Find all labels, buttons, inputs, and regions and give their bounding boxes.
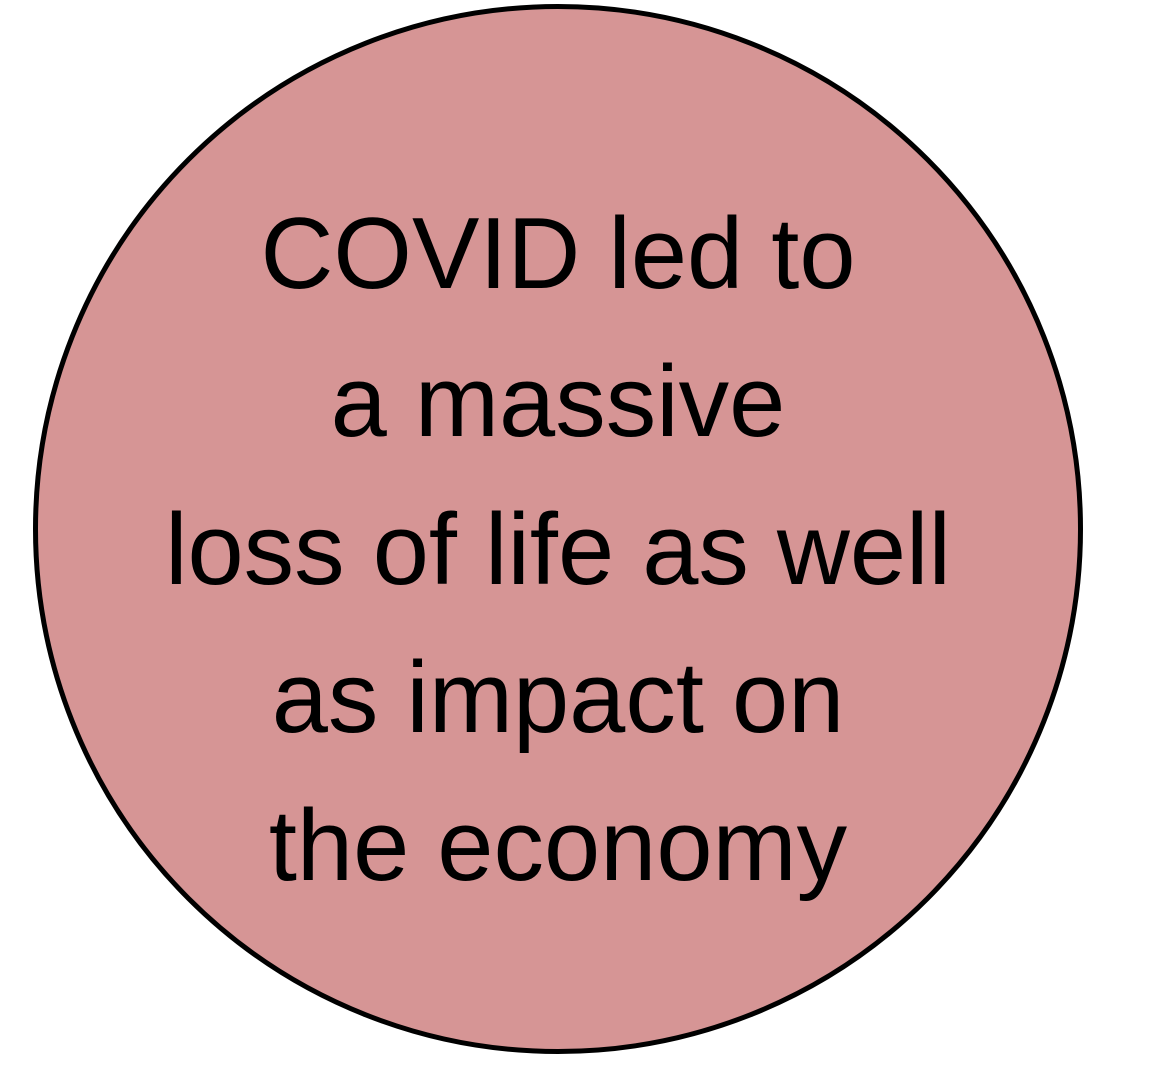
statement-line-5: the economy (268, 790, 848, 902)
statement-circle (33, 4, 1083, 1054)
statement-line-1: COVID led to (260, 198, 856, 310)
statement-line-4: as impact on (271, 642, 845, 754)
statement-line-3: loss of life as well (165, 494, 951, 606)
statement-line-2: a massive (330, 346, 786, 458)
statement-text: COVID led to a massive loss of life as w… (33, 180, 1083, 920)
